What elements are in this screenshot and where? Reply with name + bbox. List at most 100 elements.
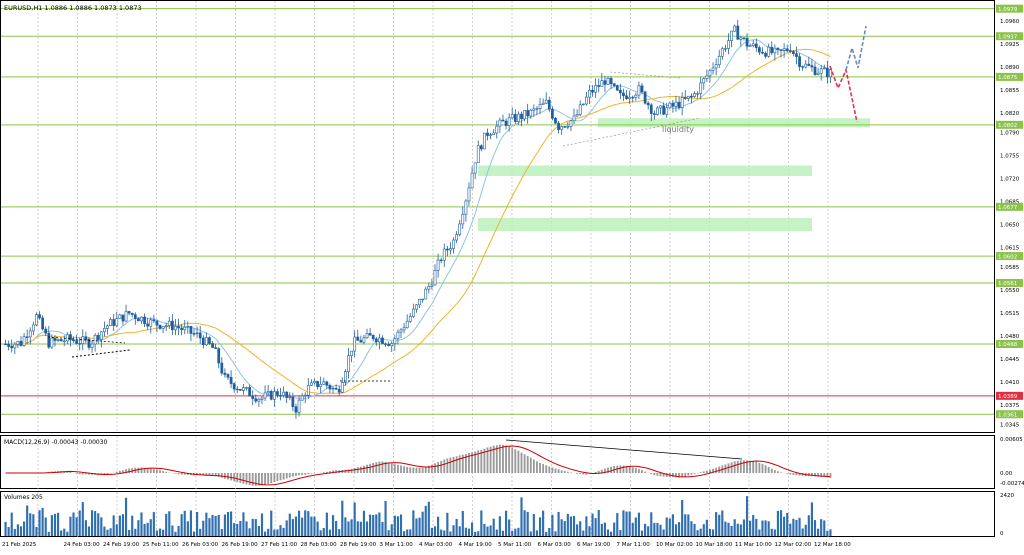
time-tick-label: 10 Mar 18:00 bbox=[696, 542, 733, 548]
trendline-drawings bbox=[47, 25, 867, 460]
candle-body bbox=[813, 66, 817, 75]
time-tick-label: 5 Mar 11:00 bbox=[498, 542, 532, 548]
flag-bottom-line bbox=[71, 349, 131, 358]
candle-body bbox=[118, 314, 122, 319]
volume-bar bbox=[90, 510, 94, 536]
candle-body bbox=[214, 347, 218, 349]
volume-bar bbox=[538, 517, 542, 536]
moving-averages bbox=[5, 39, 831, 400]
volume-bar bbox=[718, 514, 721, 536]
candle-body bbox=[211, 343, 214, 348]
candle-body bbox=[495, 125, 499, 134]
volume-bar bbox=[297, 510, 301, 536]
candle-body bbox=[103, 328, 106, 333]
candle-body bbox=[714, 64, 718, 69]
candle-body bbox=[337, 388, 341, 393]
candle-body bbox=[189, 326, 193, 334]
price-tick-label: 1.0720 bbox=[1000, 177, 1020, 183]
candle-body bbox=[19, 340, 23, 346]
volume-bar bbox=[644, 523, 647, 536]
volume-bar bbox=[168, 511, 171, 536]
candle-body bbox=[96, 334, 100, 340]
candle-body bbox=[365, 333, 369, 339]
candle-body bbox=[520, 113, 523, 120]
candle-body bbox=[569, 120, 573, 127]
candle-body bbox=[634, 94, 638, 98]
time-axis[interactable]: 21 Feb 2025 24 Feb 03:00 24 Feb 19:00 25 Fe… bbox=[2, 542, 851, 548]
volume-bar bbox=[634, 517, 637, 536]
candle-body bbox=[22, 336, 26, 346]
volume-bar bbox=[78, 510, 81, 536]
volume-bar bbox=[489, 525, 492, 536]
candle-body bbox=[226, 374, 230, 378]
volume-bar bbox=[384, 500, 387, 536]
candle-body bbox=[251, 395, 255, 399]
volume-bar bbox=[545, 531, 548, 536]
volume-bar bbox=[817, 528, 820, 536]
candle-body bbox=[727, 40, 730, 49]
candle-body bbox=[467, 187, 471, 202]
price-level-badge bbox=[996, 410, 1023, 419]
candle-body bbox=[476, 145, 480, 164]
candle-body bbox=[170, 320, 174, 331]
volume-bar bbox=[721, 510, 724, 536]
volume-bar bbox=[610, 531, 613, 536]
candle-body bbox=[285, 391, 289, 398]
candle-body bbox=[288, 396, 292, 399]
candle-body bbox=[776, 47, 780, 50]
candle-body bbox=[4, 343, 7, 346]
volume-bar bbox=[322, 527, 325, 536]
volume-bar bbox=[325, 512, 328, 536]
candle-body bbox=[399, 329, 403, 333]
candle-body bbox=[523, 110, 526, 120]
indicator-tick-label: -0.00274 bbox=[1000, 481, 1024, 487]
volume-bar bbox=[820, 519, 823, 536]
volume-bar bbox=[291, 519, 294, 536]
candle-body bbox=[554, 118, 557, 124]
volume-bar bbox=[285, 520, 288, 536]
price-axis[interactable]: 1.0960 1.0925 1.0890 1.0855 1.0820 1.0790 1.07… bbox=[996, 4, 1023, 429]
candle-body bbox=[711, 67, 715, 71]
volume-bar bbox=[118, 515, 121, 536]
candle-body bbox=[282, 391, 285, 396]
volume-bar bbox=[671, 514, 674, 536]
volume-bar bbox=[13, 528, 16, 536]
volume-bar bbox=[288, 513, 291, 536]
bullish-projection bbox=[845, 25, 867, 71]
candle-body bbox=[112, 319, 116, 326]
volume-bar bbox=[362, 510, 366, 536]
candle-body bbox=[331, 387, 335, 390]
volume-bar bbox=[109, 528, 112, 536]
candle-body bbox=[631, 96, 635, 99]
candle-body bbox=[186, 326, 190, 328]
volume-bar bbox=[4, 521, 7, 536]
candle-body bbox=[158, 324, 162, 329]
volume-bar bbox=[115, 524, 118, 536]
volume-bar bbox=[251, 518, 254, 536]
volume-bar bbox=[681, 499, 684, 536]
volume-bar bbox=[72, 512, 75, 536]
demand-zone bbox=[478, 165, 812, 176]
candle-body bbox=[563, 126, 567, 128]
volume-bar bbox=[10, 512, 13, 536]
candle-body bbox=[405, 320, 409, 329]
candle-body bbox=[387, 343, 391, 346]
price-panel[interactable] bbox=[0, 0, 995, 433]
price-tick-label: 1.0585 bbox=[1000, 265, 1020, 271]
volume-bar bbox=[387, 530, 390, 536]
volume-bar bbox=[267, 528, 270, 536]
macd-label: MACD(12,26,9) -0.00043 -0.00030 bbox=[4, 439, 108, 446]
candle-body bbox=[699, 82, 703, 94]
volume-bar bbox=[202, 520, 205, 536]
candle-body bbox=[10, 346, 14, 349]
time-tick-label: 10 Mar 02:00 bbox=[656, 542, 693, 548]
price-tick-label: 1.0345 bbox=[1000, 423, 1020, 429]
volume-bar bbox=[804, 524, 807, 536]
volume-bar bbox=[637, 512, 640, 536]
volume-bar bbox=[752, 515, 755, 536]
volume-bar bbox=[452, 525, 455, 536]
price-level-label: 1.0937 bbox=[998, 34, 1018, 40]
candle-body bbox=[402, 327, 406, 331]
volume-bar bbox=[396, 516, 399, 536]
